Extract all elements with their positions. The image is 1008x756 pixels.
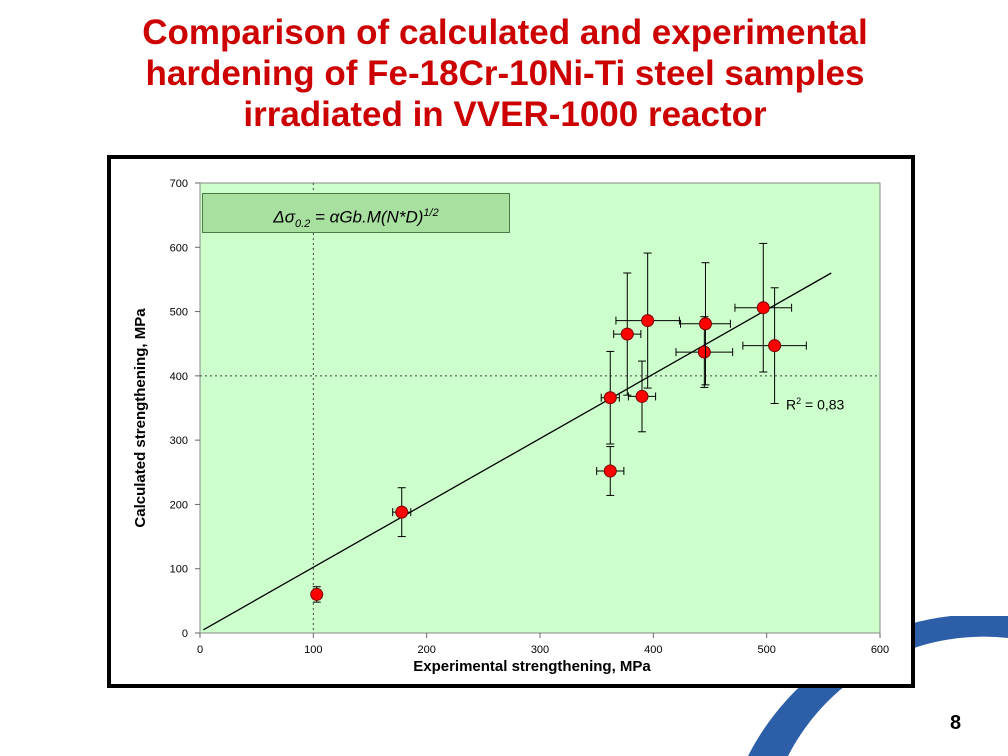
x-tick-label: 100	[304, 644, 322, 656]
data-point	[697, 345, 711, 359]
slide-title: Comparison of calculated and experimenta…	[40, 12, 970, 135]
y-tick-label: 100	[170, 564, 188, 576]
x-tick-label: 0	[197, 644, 203, 656]
data-point	[698, 317, 712, 331]
page-number: 8	[950, 712, 962, 734]
x-tick-label: 400	[644, 644, 662, 656]
data-point	[635, 389, 649, 403]
r-squared-label: R2 = 0,83	[786, 396, 844, 413]
data-point	[395, 505, 409, 519]
y-tick-label: 300	[170, 435, 188, 447]
data-point	[310, 587, 324, 601]
formula-lhs: Δσ	[273, 207, 295, 227]
y-tick-label: 0	[182, 628, 188, 640]
x-tick-label: 300	[531, 644, 549, 656]
trend-line	[203, 272, 832, 631]
title-line-1: Comparison of calculated and experimenta…	[142, 13, 868, 52]
y-tick-label: 700	[170, 178, 188, 190]
data-point	[768, 339, 782, 353]
x-tick-label: 600	[871, 644, 889, 656]
title-line-3: irradiated in VVER-1000 reactor	[243, 95, 767, 134]
scatter-chart: 0 100 200 300 400 500 600 0 100 200 300 400 500 600 70…	[132, 178, 889, 675]
x-axis-title: Experimental strengthening, MPa	[413, 658, 651, 675]
formula-box: Δσ0.2 = αGb.M(N*D)1/2	[202, 193, 510, 233]
data-point	[603, 464, 617, 478]
r2-prefix: R	[786, 396, 797, 413]
y-tick-label: 500	[170, 307, 188, 319]
data-point	[603, 391, 617, 405]
r2-value: = 0,83	[801, 396, 845, 413]
chart-frame: 0 100 200 300 400 500 600 0 100 200 300 400 500 600 70…	[107, 155, 915, 688]
r2-sup: 2	[796, 396, 802, 406]
data-point	[756, 301, 770, 315]
data-point	[641, 314, 655, 328]
formula-subscript: 0.2	[294, 218, 311, 231]
y-tick-label: 400	[170, 371, 188, 383]
y-axis-title: Calculated strengthening, MPa	[132, 308, 149, 528]
x-tick-label: 500	[757, 644, 775, 656]
y-tick-label: 600	[170, 242, 188, 254]
formula-rhs: = αGb.M(N*D)	[310, 207, 424, 227]
title-line-2: hardening of Fe-18Cr-10Ni-Ti steel sampl…	[145, 54, 865, 93]
y-tick-label: 200	[170, 499, 188, 511]
plot-area	[199, 182, 881, 634]
x-tick-label: 200	[417, 644, 435, 656]
data-point	[620, 327, 634, 341]
formula-superscript: 1/2	[423, 207, 439, 219]
